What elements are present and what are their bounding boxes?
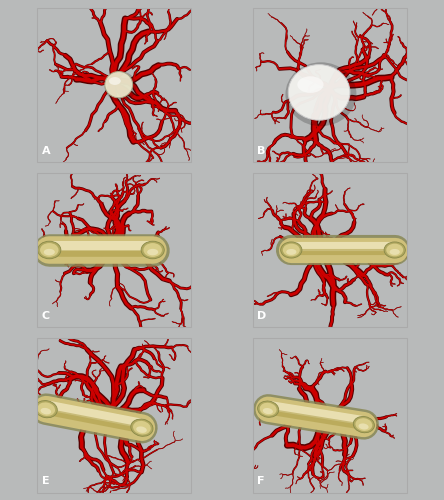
Ellipse shape (353, 416, 374, 432)
Text: F: F (258, 476, 265, 486)
Ellipse shape (263, 408, 273, 414)
Ellipse shape (37, 402, 55, 416)
Ellipse shape (109, 77, 121, 85)
Ellipse shape (297, 76, 324, 93)
Text: E: E (42, 476, 49, 486)
Ellipse shape (35, 400, 57, 418)
Ellipse shape (141, 241, 164, 259)
Ellipse shape (285, 62, 357, 126)
Ellipse shape (143, 243, 162, 257)
Ellipse shape (136, 426, 147, 433)
Ellipse shape (147, 249, 158, 256)
Ellipse shape (384, 242, 405, 258)
Text: C: C (42, 311, 50, 321)
Ellipse shape (44, 249, 55, 256)
Ellipse shape (358, 424, 369, 430)
Ellipse shape (283, 244, 300, 256)
Ellipse shape (105, 72, 137, 102)
Ellipse shape (131, 419, 153, 436)
Text: D: D (258, 311, 266, 321)
Ellipse shape (258, 401, 279, 417)
Ellipse shape (40, 243, 59, 257)
Ellipse shape (355, 418, 372, 431)
Ellipse shape (260, 402, 277, 415)
Text: A: A (42, 146, 50, 156)
Ellipse shape (38, 241, 61, 259)
Ellipse shape (286, 249, 297, 255)
Ellipse shape (288, 64, 350, 120)
Ellipse shape (105, 72, 133, 98)
Ellipse shape (281, 242, 302, 258)
Text: B: B (258, 146, 266, 156)
Ellipse shape (386, 244, 403, 256)
Ellipse shape (133, 421, 151, 434)
Ellipse shape (390, 249, 400, 255)
Ellipse shape (40, 408, 51, 414)
